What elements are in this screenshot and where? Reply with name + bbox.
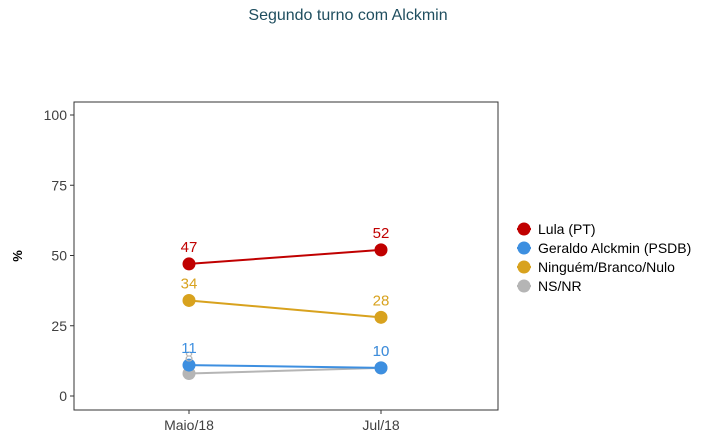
y-tick-label: 75 (51, 177, 67, 193)
axes: 0 25 50 75 100 Maio/18 Jul/18 (44, 107, 400, 433)
legend-key-marker (517, 241, 531, 255)
series-line (188, 299, 382, 319)
data-label: 28 (373, 292, 390, 309)
y-tick-label: 50 (51, 248, 67, 264)
data-label: 10 (373, 343, 390, 360)
data-label: 8 (185, 349, 193, 366)
legend-key-marker (517, 222, 531, 236)
data-label: 34 (181, 275, 198, 292)
y-tick-label: 100 (44, 107, 68, 123)
data-point (182, 358, 196, 372)
legend-key-marker (517, 279, 531, 293)
y-tick-label: 0 (59, 388, 67, 404)
series-line (188, 364, 382, 369)
legend-label: Ninguém/Branco/Nulo (538, 259, 675, 275)
legend-label: Geraldo Alckmin (PSDB) (538, 240, 691, 256)
data-point (182, 293, 196, 307)
x-tick-label: Jul/18 (362, 417, 400, 433)
y-tick-label: 25 (51, 318, 67, 334)
series-line (188, 366, 382, 375)
legend: Lula (PT) Geraldo Alckmin (PSDB) Ninguém/B… (517, 221, 691, 294)
legend-label: Lula (PT) (538, 221, 596, 237)
data-label: 10 (373, 343, 390, 360)
x-tick-label: Maio/18 (164, 417, 214, 433)
data-point (374, 243, 388, 257)
legend-key-marker (517, 260, 531, 274)
legend-label: NS/NR (538, 278, 582, 294)
data-point (374, 361, 388, 375)
chart-title: Segundo turno com Alckmin (248, 7, 447, 24)
data-label: 11 (181, 340, 197, 357)
data-label: 52 (373, 225, 390, 242)
data-label: 47 (181, 239, 198, 256)
y-axis-label: % (10, 250, 25, 262)
data-point (374, 310, 388, 324)
series-line (188, 248, 382, 265)
data-point (182, 257, 196, 271)
